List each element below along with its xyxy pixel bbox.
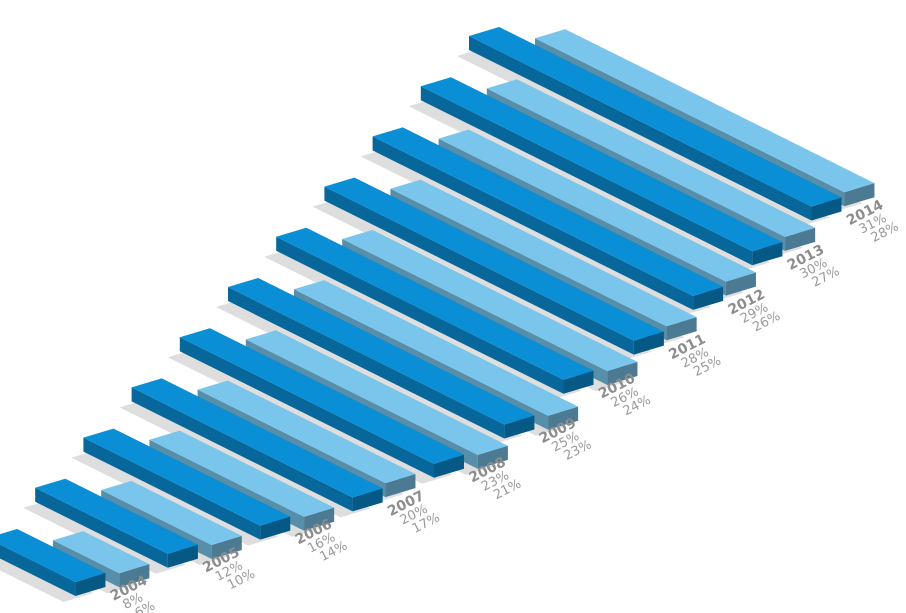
bar-2009-series-1 — [228, 278, 535, 439]
bar-2014-series-2-end-face — [844, 183, 875, 207]
bar-2014-series-1-end-face — [811, 197, 842, 221]
bar-2009-series-1-top-face — [228, 278, 535, 425]
bar-2014-series-1 — [469, 27, 842, 221]
bar-2004-series-2-end-face — [119, 564, 150, 588]
bar-2005-series-2-end-face — [211, 536, 242, 559]
bar-2011-series-1-front-face — [324, 186, 634, 355]
bar-2006-series-2-end-face — [304, 507, 335, 531]
bar-2012-series-1-top-face — [372, 127, 724, 296]
bar-2011-series-1-top-face — [324, 177, 664, 341]
bar-2004-series-2-top-face — [53, 531, 150, 574]
bar-2009-series-1-front-face — [228, 287, 505, 439]
bar-2005-series-2-top-face — [101, 481, 242, 545]
bar-2005-series-1 — [35, 478, 198, 568]
bar-2013-series-1-end-face — [752, 242, 783, 266]
bar-2008-series-1 — [179, 328, 465, 478]
bar-2008-series-1-top-face — [179, 328, 465, 464]
bar-2013-series-1-top-face — [420, 77, 783, 252]
bar-2012-series-2-top-face — [438, 129, 756, 282]
bar-2006-series-1-end-face — [260, 516, 291, 540]
bar-2004-series-1-end-face — [75, 573, 106, 596]
bar-2005-series-1-front-face — [35, 487, 168, 568]
bar-2012-series-1-front-face — [372, 136, 694, 310]
bar-2004-series-1-top-face — [0, 529, 106, 582]
bar-2006-series-2-top-face — [149, 430, 335, 517]
bar-2008-series-2-top-face — [245, 330, 508, 455]
bar-2004-series-1 — [0, 529, 106, 596]
bar-2011-series-1-end-face — [633, 331, 664, 355]
bar-2010-series-1 — [276, 227, 594, 394]
bar-2005-series-1-end-face — [167, 544, 198, 568]
bar-2013-series-1-front-face — [420, 86, 753, 266]
bar-2006-series-1-top-face — [83, 428, 291, 526]
bar-2010-series-2-top-face — [342, 230, 638, 371]
bar-2014-series-1-front-face — [469, 36, 812, 221]
bar-2007-series-1 — [131, 378, 383, 512]
bar-2010-series-2-end-face — [607, 362, 638, 385]
bar-2006-series-1 — [83, 428, 291, 540]
bar-2014-series-2-top-face — [535, 29, 875, 193]
bar-2014-series-1-top-face — [469, 27, 842, 207]
bars-layer — [0, 27, 875, 596]
bar-2007-series-1-top-face — [131, 378, 383, 498]
bar-2012-series-1-end-face — [693, 286, 724, 310]
bar-2011-series-2-top-face — [390, 179, 697, 327]
bar-2007-series-1-end-face — [352, 488, 383, 512]
bar-2013-series-2-end-face — [785, 227, 816, 251]
bar-2005-series-1-top-face — [35, 478, 198, 554]
bar-2006-series-1-front-face — [83, 437, 261, 540]
bar-2009-series-2-end-face — [548, 406, 579, 430]
bar-2009-series-2-top-face — [294, 280, 579, 416]
bar-2012-series-1 — [372, 127, 724, 310]
bar-2010-series-1-top-face — [276, 227, 594, 380]
bar-2007-series-2-top-face — [197, 380, 416, 484]
bar-2009-series-1-end-face — [504, 415, 535, 439]
bar-2012-series-2-end-face — [725, 272, 756, 296]
bar-2013-series-2-top-face — [486, 79, 816, 237]
bar-2004-series-1-front-face — [0, 544, 76, 596]
bar-2011-series-1 — [324, 177, 664, 355]
bar-2010-series-1-end-face — [563, 370, 594, 394]
bar-2013-series-1 — [420, 77, 783, 266]
bar-2008-series-1-front-face — [179, 337, 434, 478]
bar-2011-series-2-end-face — [666, 317, 697, 341]
bar-2007-series-2-end-face — [385, 474, 416, 498]
bar-2010-series-1-front-face — [276, 236, 564, 394]
bar-2007-series-1-front-face — [131, 387, 353, 512]
bar-2008-series-1-end-face — [434, 454, 464, 478]
bar-2008-series-2-end-face — [477, 445, 508, 469]
